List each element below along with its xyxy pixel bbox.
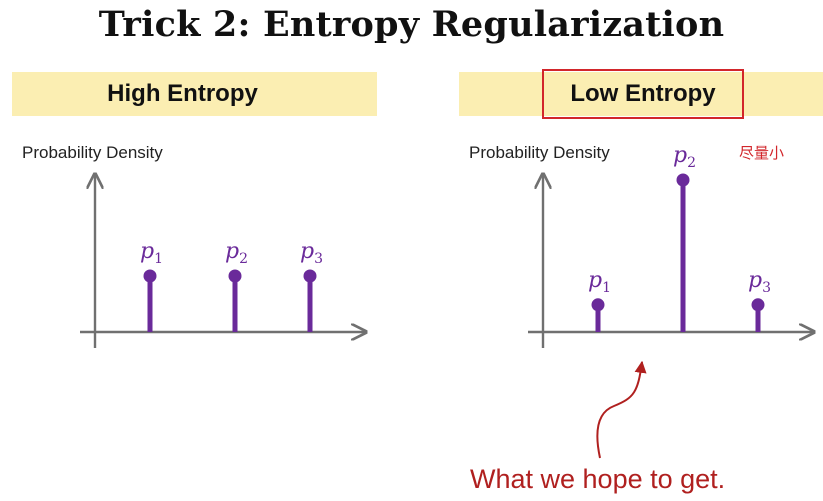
- left-stem-head-p3: [303, 269, 317, 283]
- left-stem-head-p1: [143, 269, 157, 283]
- right-label-p2: p2: [673, 143, 696, 171]
- caption-arrow: [596, 360, 647, 459]
- right-stem-head-p3: [751, 298, 765, 312]
- left-label-p2: p2: [225, 239, 248, 267]
- left-stem-head-p2: [228, 269, 242, 283]
- left-label-p1: p1: [140, 239, 163, 267]
- left-y-axis-label: Probability Density: [22, 143, 163, 162]
- low-entropy-banner: [459, 72, 823, 116]
- right-stem-head-p2: [676, 173, 690, 187]
- low-entropy-highlight-box: [542, 69, 744, 119]
- low-entropy-label: Low Entropy: [570, 80, 716, 107]
- slide-title: Trick 2: Entropy Regularization: [98, 4, 725, 45]
- caption: What we hope to get.: [470, 464, 726, 494]
- high-entropy-banner: [12, 72, 377, 116]
- right-y-axis-label: Probability Density: [469, 143, 610, 162]
- minimize-annotation: 尽量小: [739, 144, 785, 162]
- right-label-p1: p1: [588, 268, 611, 296]
- left-label-p3: p3: [300, 239, 323, 267]
- right-stem-head-p1: [591, 298, 605, 312]
- right-stems: p1 p2 p3: [588, 143, 771, 332]
- right-label-p3: p3: [748, 268, 771, 296]
- high-entropy-label: High Entropy: [107, 80, 258, 107]
- left-stems: p1 p2 p3: [140, 239, 323, 332]
